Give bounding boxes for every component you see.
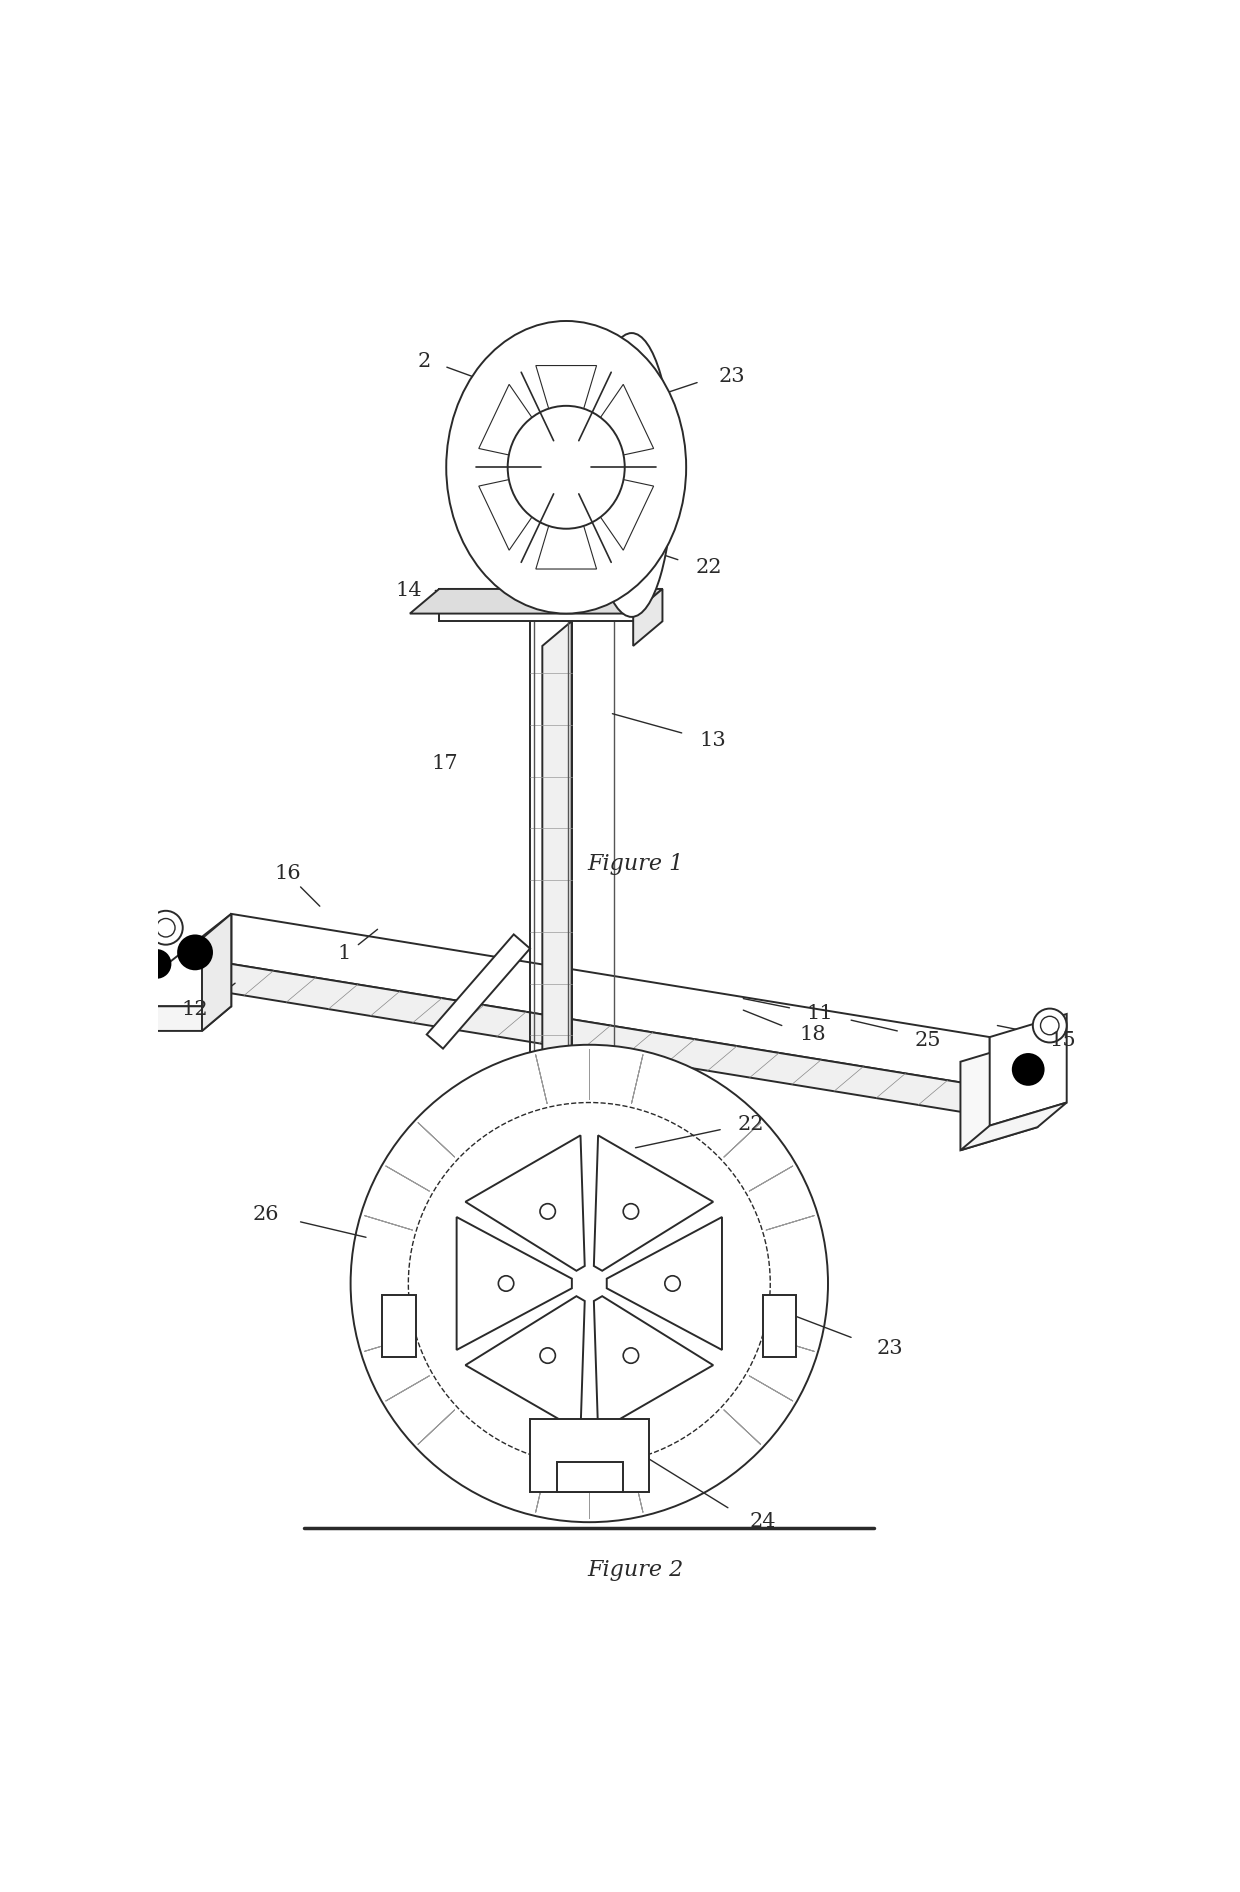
Text: 23: 23 <box>877 1340 903 1358</box>
Polygon shape <box>763 1294 796 1357</box>
Text: 22: 22 <box>696 558 722 577</box>
Polygon shape <box>465 1135 585 1271</box>
Polygon shape <box>113 1007 231 1031</box>
Polygon shape <box>479 473 548 551</box>
Text: 26: 26 <box>253 1205 279 1224</box>
Polygon shape <box>439 588 662 621</box>
Circle shape <box>498 1275 513 1290</box>
Circle shape <box>351 1044 828 1523</box>
Ellipse shape <box>590 333 672 617</box>
Circle shape <box>624 1203 639 1218</box>
Circle shape <box>624 1347 639 1364</box>
Text: 17: 17 <box>432 755 458 774</box>
Polygon shape <box>202 914 231 1031</box>
Text: 15: 15 <box>1049 1031 1076 1050</box>
Polygon shape <box>231 914 990 1088</box>
Text: 11: 11 <box>807 1005 833 1024</box>
Circle shape <box>149 910 182 944</box>
Polygon shape <box>382 1294 417 1357</box>
Text: 1: 1 <box>337 944 351 963</box>
Polygon shape <box>594 1135 713 1271</box>
Polygon shape <box>594 1296 713 1432</box>
Polygon shape <box>961 1103 1066 1150</box>
Polygon shape <box>990 1014 1066 1126</box>
Text: 18: 18 <box>800 1025 826 1044</box>
Circle shape <box>1033 1008 1066 1042</box>
Polygon shape <box>202 963 990 1112</box>
Text: 14: 14 <box>396 581 422 600</box>
Polygon shape <box>542 621 572 1112</box>
Text: Figure 1: Figure 1 <box>588 853 683 874</box>
Polygon shape <box>536 365 596 435</box>
Text: 12: 12 <box>182 999 208 1020</box>
Polygon shape <box>479 384 548 462</box>
Text: 13: 13 <box>699 730 725 749</box>
Text: Figure 2: Figure 2 <box>588 1559 683 1582</box>
Polygon shape <box>143 914 231 1007</box>
Polygon shape <box>606 1217 722 1349</box>
Circle shape <box>539 1203 556 1218</box>
Polygon shape <box>634 588 662 645</box>
Circle shape <box>539 1347 556 1364</box>
Circle shape <box>1013 1054 1044 1084</box>
Text: 22: 22 <box>738 1114 764 1133</box>
Polygon shape <box>456 1217 572 1349</box>
Text: 25: 25 <box>915 1031 941 1050</box>
Polygon shape <box>536 499 596 569</box>
Circle shape <box>1040 1016 1059 1035</box>
Circle shape <box>156 918 175 937</box>
Text: 2: 2 <box>417 352 430 371</box>
Polygon shape <box>529 1419 650 1493</box>
Ellipse shape <box>446 322 686 613</box>
Polygon shape <box>585 384 653 462</box>
Text: 16: 16 <box>274 865 301 884</box>
Circle shape <box>665 1275 681 1290</box>
Polygon shape <box>427 935 529 1048</box>
Polygon shape <box>465 1296 585 1432</box>
Polygon shape <box>585 473 653 551</box>
Circle shape <box>179 935 212 969</box>
Ellipse shape <box>507 407 625 528</box>
Polygon shape <box>410 588 662 613</box>
Circle shape <box>143 950 170 978</box>
Polygon shape <box>557 1463 622 1493</box>
Text: 24: 24 <box>749 1512 776 1531</box>
Polygon shape <box>961 1039 1038 1150</box>
Text: 23: 23 <box>718 367 745 386</box>
